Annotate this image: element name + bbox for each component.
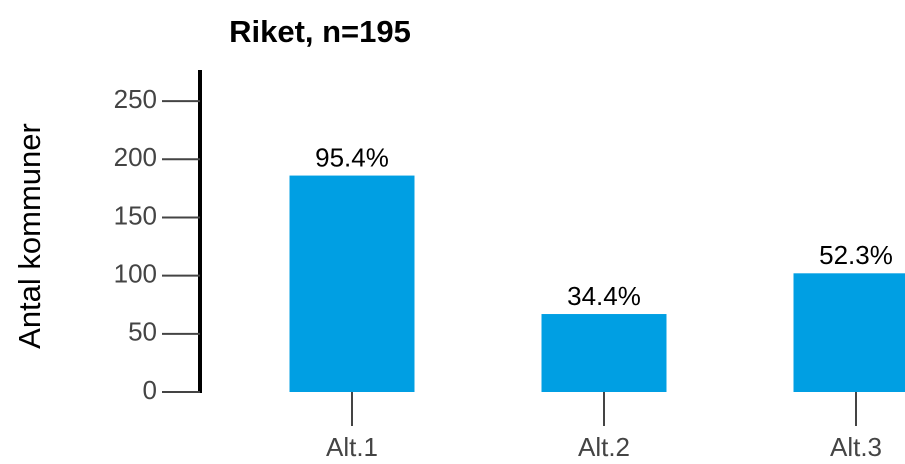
value-label: 95.4%: [315, 142, 389, 172]
bar: [541, 314, 667, 392]
y-tick-label: 150: [114, 200, 157, 230]
y-axis-label: Antal kommuner: [12, 123, 47, 349]
y-tick-label: 100: [114, 259, 157, 289]
chart-title: Riket, n=195: [229, 14, 411, 49]
x-tick-label: Alt.3: [830, 432, 882, 462]
x-tick-label: Alt.1: [326, 432, 378, 462]
value-label: 34.4%: [567, 281, 641, 311]
y-tick-label: 0: [143, 375, 157, 405]
y-tick-label: 200: [114, 142, 157, 172]
x-tick-label: Alt.2: [578, 432, 630, 462]
value-label: 52.3%: [819, 240, 893, 270]
y-tick-label: 250: [114, 84, 157, 114]
y-tick-label: 50: [128, 317, 157, 347]
bar: [793, 273, 905, 392]
bar: [289, 175, 415, 392]
